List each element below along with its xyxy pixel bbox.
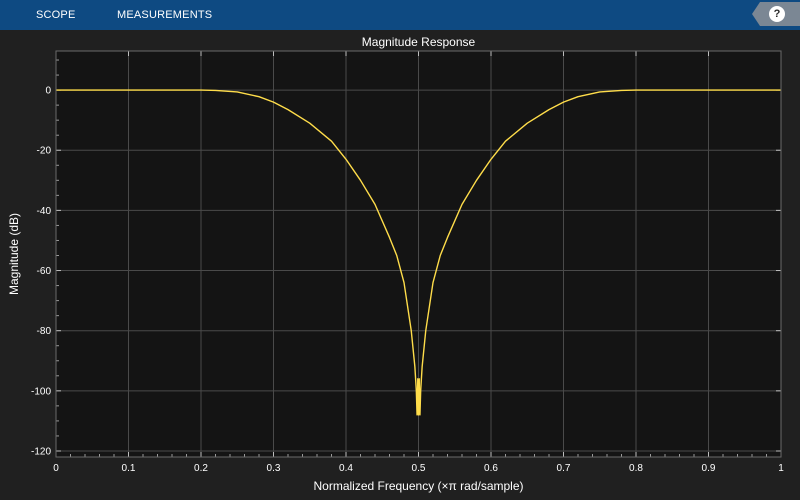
y-tick-label: 0: [45, 86, 51, 97]
tab-measurements[interactable]: MEASUREMENTS: [117, 9, 213, 21]
help-icon[interactable]: ?: [769, 6, 785, 22]
x-tick-label: 0.2: [194, 463, 208, 474]
y-tick-label: -60: [37, 266, 52, 277]
chart-title: Magnitude Response: [362, 35, 476, 49]
x-tick-label: 0.1: [122, 463, 136, 474]
tab-scope[interactable]: SCOPE: [36, 9, 76, 21]
x-tick-label: 0: [53, 463, 59, 474]
x-tick-label: 0.3: [267, 463, 281, 474]
tick-labels: 0 0.1 0.2 0.3 0.4 0.5 0.6 0.7 0.8 0.9 1 0 -20 -40 -60 -…: [31, 86, 784, 474]
axes-border: [55, 50, 782, 458]
x-tick-label: 0.4: [339, 463, 353, 474]
x-tick-label: 0.5: [412, 463, 426, 474]
x-tick-label: 0.7: [557, 463, 571, 474]
y-tick-label: -120: [31, 446, 51, 457]
x-axis-label: Normalized Frequency (×π rad/sample): [313, 479, 523, 493]
y-tick-label: -20: [37, 146, 52, 157]
x-tick-label: 0.8: [629, 463, 643, 474]
magnitude-response-plot: 0 0.1 0.2 0.3 0.4 0.5 0.6 0.7 0.8 0.9 1 0 -20 -40 -60 -…: [0, 30, 800, 500]
grid-lines: [55, 51, 782, 457]
y-tick-label: -40: [37, 206, 52, 217]
toolstrip: SCOPE MEASUREMENTS ?: [0, 0, 800, 31]
y-axis-label: Magnitude (dB): [7, 213, 21, 295]
y-tick-label: -100: [31, 386, 51, 397]
help-area: ?: [748, 2, 800, 26]
magnitude-curve: [56, 89, 781, 416]
y-tick-label: -80: [37, 326, 52, 337]
x-tick-label: 1: [778, 463, 784, 474]
x-tick-label: 0.6: [484, 463, 498, 474]
x-tick-label: 0.9: [702, 463, 716, 474]
